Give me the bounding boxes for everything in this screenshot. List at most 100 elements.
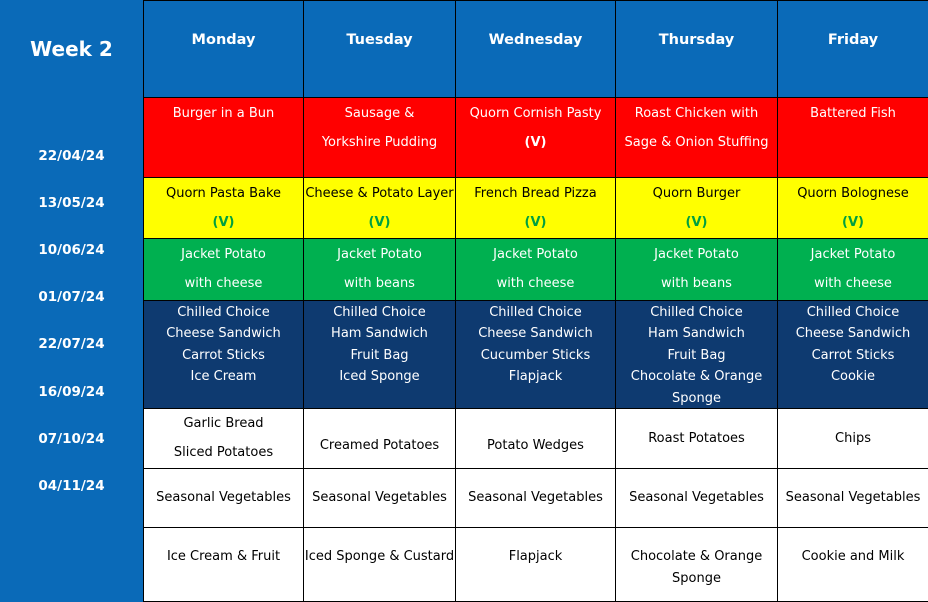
meal-line: Roast Chicken with xyxy=(634,106,759,121)
meal-line: Cheese & Potato Layer xyxy=(305,186,454,201)
meal-line: Quorn Bolognese xyxy=(797,186,909,201)
meal-line: Ice Cream & Fruit xyxy=(166,549,281,564)
chilled-choice-cell: Chilled Choice Cheese Sandwich Cucumber … xyxy=(456,301,616,409)
meal-line: Quorn Pasta Bake xyxy=(165,186,282,201)
day-label: Tuesday xyxy=(346,32,413,48)
meal-line: Sage & Onion Stuffing xyxy=(624,135,769,150)
meal-line: Seasonal Vegetables xyxy=(629,490,764,505)
vegetarian-meal-cell: Cheese & Potato Layer (V) xyxy=(304,178,456,239)
chilled-choice-cell: Chilled Choice Cheese Sandwich Carrot St… xyxy=(144,301,304,409)
cycle-date: 04/11/24 xyxy=(38,478,105,494)
meal-line: Flapjack xyxy=(508,549,563,564)
meal-line: Fruit Bag xyxy=(350,347,409,363)
vegetables-cell: Seasonal Vegetables xyxy=(456,469,616,528)
chilled-choice-cell: Chilled Choice Ham Sandwich Fruit Bag Ic… xyxy=(304,301,456,409)
meal-line: French Bread Pizza xyxy=(474,186,597,201)
meal-line: Carrot Sticks xyxy=(182,347,265,363)
main-meal-cell: Battered Fish xyxy=(778,98,928,178)
main-meal-cell: Burger in a Bun xyxy=(144,98,304,178)
main-meal-cell: Roast Chicken with Sage & Onion Stuffing xyxy=(616,98,778,178)
side-dish-cell: Roast Potatoes xyxy=(616,409,778,469)
meal-line: Flapjack xyxy=(508,369,563,385)
meal-line: Cookie and Milk xyxy=(801,549,905,564)
meal-line: Cookie xyxy=(830,369,876,385)
meal-line: Cheese Sandwich xyxy=(166,326,281,342)
meal-line: with beans xyxy=(344,276,415,291)
main-meal-cell: Quorn Cornish Pasty (V) xyxy=(456,98,616,178)
meal-line: Chocolate & Orange xyxy=(630,549,763,564)
chilled-choice-cell: Chilled Choice Cheese Sandwich Carrot St… xyxy=(778,301,928,409)
day-header-tuesday: Tuesday xyxy=(304,1,456,98)
meal-line: Creamed Potatoes xyxy=(319,438,440,453)
vegetables-cell: Seasonal Vegetables xyxy=(144,469,304,528)
meal-line: Chocolate & Orange xyxy=(630,369,763,385)
meal-line: Ham Sandwich xyxy=(331,326,428,342)
jacket-potato-cell: Jacket Potato with cheese xyxy=(144,239,304,301)
menu-grid: Monday Tuesday Wednesday Thursday Friday… xyxy=(143,0,928,602)
meal-line: Potato Wedges xyxy=(487,438,584,453)
meal-line: Cheese Sandwich xyxy=(795,326,911,342)
meal-line: Quorn Cornish Pasty xyxy=(469,106,602,121)
meal-line: Jacket Potato xyxy=(493,247,578,262)
side-dish-cell: Chips xyxy=(778,409,928,469)
vegetarian-marker: (V) xyxy=(368,215,391,230)
meal-line: Seasonal Vegetables xyxy=(312,490,447,505)
meal-line: Battered Fish xyxy=(810,106,896,121)
day-header-wednesday: Wednesday xyxy=(456,1,616,98)
vegetarian-meal-cell: French Bread Pizza (V) xyxy=(456,178,616,239)
meal-line: Ice Cream xyxy=(190,369,257,385)
cycle-date: 22/04/24 xyxy=(38,148,105,164)
meal-line: Roast Potatoes xyxy=(648,431,745,446)
vegetables-cell: Seasonal Vegetables xyxy=(778,469,928,528)
day-header-thursday: Thursday xyxy=(616,1,778,98)
chilled-choice-cell: Chilled Choice Ham Sandwich Fruit Bag Ch… xyxy=(616,301,778,409)
day-label: Wednesday xyxy=(488,32,583,48)
meal-line: Fruit Bag xyxy=(667,347,726,363)
meal-line: Chilled Choice xyxy=(177,305,270,320)
vegetarian-meal-cell: Quorn Pasta Bake (V) xyxy=(144,178,304,239)
meal-line: Chilled Choice xyxy=(806,305,900,320)
day-header-friday: Friday xyxy=(778,1,928,98)
cycle-date: 10/06/24 xyxy=(38,242,105,258)
meal-line: Sliced Potatoes xyxy=(173,445,274,460)
meal-line: Sponge xyxy=(672,571,721,586)
vegetarian-marker: (V) xyxy=(685,215,708,230)
side-dish-cell: Potato Wedges xyxy=(456,409,616,469)
dessert-cell: Chocolate & Orange Sponge xyxy=(616,528,778,602)
meal-line: Burger in a Bun xyxy=(172,106,275,121)
vegetables-cell: Seasonal Vegetables xyxy=(616,469,778,528)
meal-line: Seasonal Vegetables xyxy=(468,490,603,505)
dessert-cell: Cookie and Milk xyxy=(778,528,928,602)
vegetarian-meal-cell: Quorn Burger (V) xyxy=(616,178,778,239)
meal-line: Chilled Choice xyxy=(333,305,426,320)
meal-line: Sausage & xyxy=(344,106,415,121)
meal-line: Yorkshire Pudding xyxy=(321,135,438,150)
vegetarian-marker: (V) xyxy=(524,135,547,150)
meal-line: with cheese xyxy=(496,276,575,291)
meal-line: Chips xyxy=(835,431,871,446)
meal-line: Jacket Potato xyxy=(337,247,422,262)
meal-line: Cucumber Sticks xyxy=(480,347,591,363)
meal-line: Seasonal Vegetables xyxy=(785,490,921,505)
meal-line: Carrot Sticks xyxy=(811,347,895,363)
day-label: Thursday xyxy=(658,32,735,48)
cycle-date: 01/07/24 xyxy=(38,289,105,305)
day-label: Friday xyxy=(827,32,879,48)
meal-line: Jacket Potato xyxy=(181,247,266,262)
week-title: Week 2 xyxy=(30,37,113,61)
meal-line: Sponge xyxy=(672,390,721,406)
cycle-date: 22/07/24 xyxy=(38,336,105,352)
jacket-potato-cell: Jacket Potato with cheese xyxy=(778,239,928,301)
meal-line: Cheese Sandwich xyxy=(478,326,593,342)
cycle-date: 13/05/24 xyxy=(38,195,105,211)
meal-line: Iced Sponge xyxy=(339,369,420,385)
week-sidebar: Week 2 22/04/24 13/05/24 10/06/24 01/07/… xyxy=(0,0,143,602)
side-dish-cell: Garlic Bread Sliced Potatoes xyxy=(144,409,304,469)
side-dish-cell: Creamed Potatoes xyxy=(304,409,456,469)
dessert-cell: Ice Cream & Fruit xyxy=(144,528,304,602)
jacket-potato-cell: Jacket Potato with cheese xyxy=(456,239,616,301)
meal-line: Jacket Potato xyxy=(654,247,739,262)
vegetarian-marker: (V) xyxy=(212,215,235,230)
dessert-cell: Iced Sponge & Custard xyxy=(304,528,456,602)
meal-line: Chilled Choice xyxy=(489,305,582,320)
